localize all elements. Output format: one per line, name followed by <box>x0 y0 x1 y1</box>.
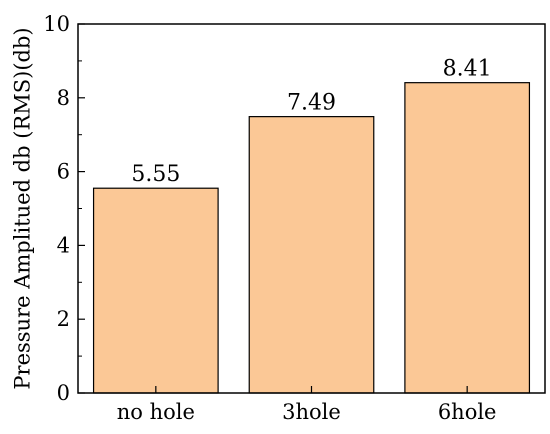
bar-value-label-2: 8.41 <box>443 57 492 82</box>
x-tick-label-1: 3hole <box>282 400 341 424</box>
bar-value-labels: 5.55 7.49 8.41 <box>131 57 491 188</box>
x-tick-label-2: 6hole <box>438 400 497 424</box>
x-tick-label-0: no hole <box>117 400 195 424</box>
x-axis: no hole 3hole 6hole <box>117 386 497 424</box>
bar-value-label-0: 5.55 <box>131 162 180 187</box>
bars <box>92 82 531 394</box>
y-tick-label-3: 6 <box>57 160 70 184</box>
y-tick-label-4: 8 <box>57 86 70 110</box>
y-tick-label-5: 10 <box>43 12 70 36</box>
bar-2 <box>404 82 531 394</box>
bar-0 <box>92 187 219 394</box>
bar-1 <box>248 116 375 394</box>
y-axis: 0 2 4 6 8 10 <box>43 12 85 405</box>
bar-value-label-1: 7.49 <box>287 91 336 116</box>
y-tick-label-0: 0 <box>57 381 70 405</box>
y-tick-label-2: 4 <box>57 233 70 257</box>
y-axis-label: Pressure Amplitued db (RMS)(db) <box>11 27 35 389</box>
y-tick-label-1: 2 <box>57 307 70 331</box>
